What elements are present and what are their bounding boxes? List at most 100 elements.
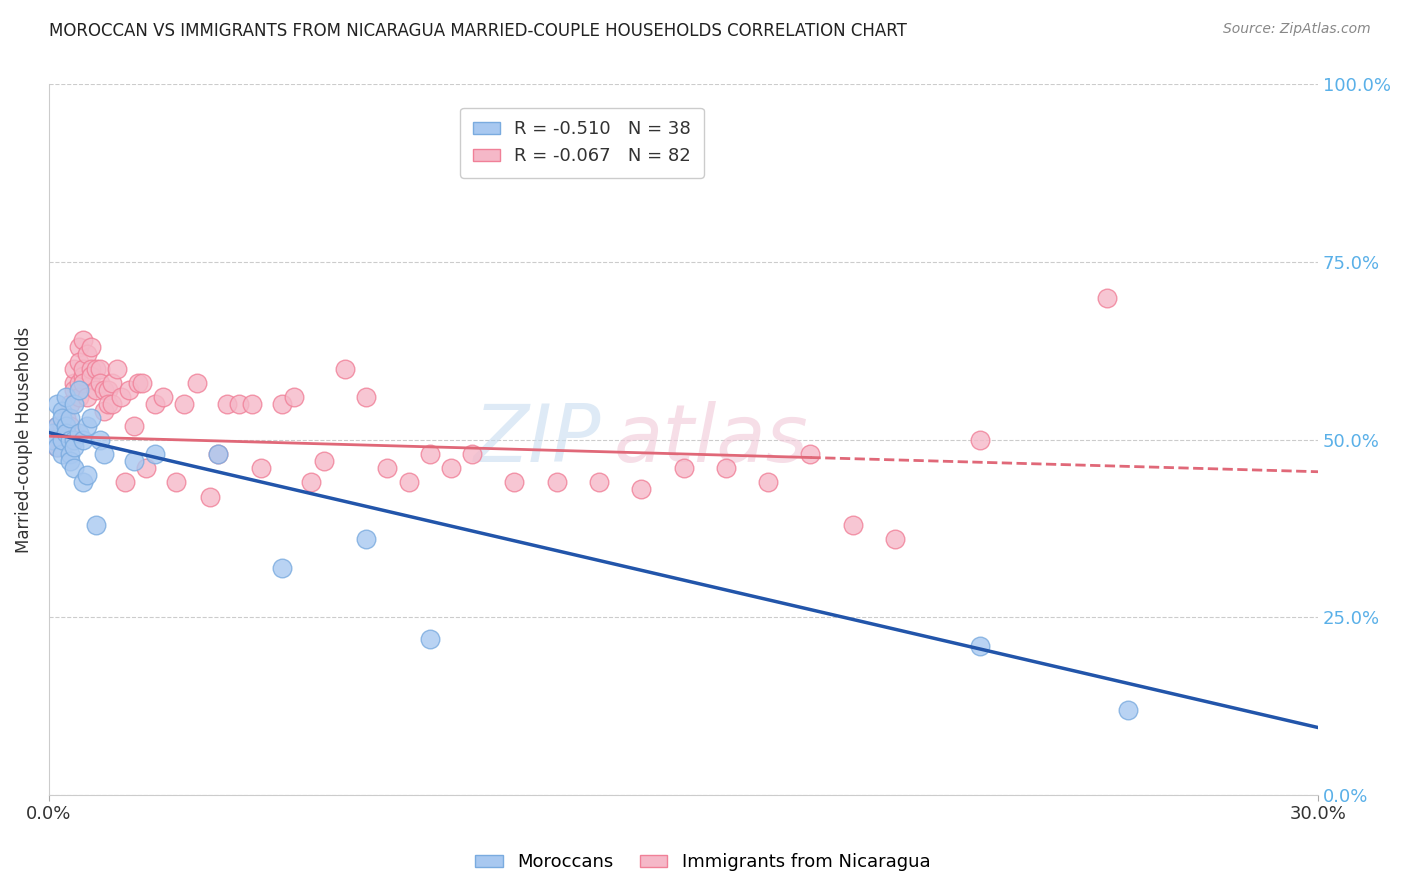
Point <box>198 490 221 504</box>
Point <box>59 433 82 447</box>
Point <box>67 383 90 397</box>
Text: atlas: atlas <box>614 401 808 479</box>
Point <box>63 461 86 475</box>
Point <box>207 447 229 461</box>
Point <box>799 447 821 461</box>
Point <box>89 361 111 376</box>
Point <box>46 418 69 433</box>
Point <box>46 397 69 411</box>
Point <box>59 433 82 447</box>
Point <box>101 376 124 390</box>
Point <box>51 411 73 425</box>
Point <box>72 475 94 490</box>
Point <box>80 340 103 354</box>
Point <box>59 447 82 461</box>
Point <box>122 418 145 433</box>
Point <box>356 533 378 547</box>
Point <box>118 383 141 397</box>
Point <box>93 383 115 397</box>
Point <box>63 397 86 411</box>
Text: ZIP: ZIP <box>474 401 600 479</box>
Point <box>63 361 86 376</box>
Point <box>59 411 82 425</box>
Point <box>105 361 128 376</box>
Point <box>55 425 77 440</box>
Point <box>127 376 149 390</box>
Point <box>135 461 157 475</box>
Point <box>72 376 94 390</box>
Point <box>76 390 98 404</box>
Point <box>67 425 90 440</box>
Text: Source: ZipAtlas.com: Source: ZipAtlas.com <box>1223 22 1371 37</box>
Point <box>55 390 77 404</box>
Point <box>51 404 73 418</box>
Point <box>97 397 120 411</box>
Point <box>51 440 73 454</box>
Point <box>84 518 107 533</box>
Point <box>419 447 441 461</box>
Point <box>55 425 77 440</box>
Point <box>80 411 103 425</box>
Point <box>122 454 145 468</box>
Text: MOROCCAN VS IMMIGRANTS FROM NICARAGUA MARRIED-COUPLE HOUSEHOLDS CORRELATION CHAR: MOROCCAN VS IMMIGRANTS FROM NICARAGUA MA… <box>49 22 907 40</box>
Legend: Moroccans, Immigrants from Nicaragua: Moroccans, Immigrants from Nicaragua <box>468 847 938 879</box>
Point <box>84 361 107 376</box>
Point <box>270 560 292 574</box>
Point <box>333 361 356 376</box>
Point <box>969 639 991 653</box>
Point <box>84 383 107 397</box>
Point <box>672 461 695 475</box>
Point <box>51 433 73 447</box>
Point <box>51 447 73 461</box>
Point <box>110 390 132 404</box>
Point <box>76 418 98 433</box>
Point <box>76 468 98 483</box>
Point <box>59 418 82 433</box>
Point <box>46 440 69 454</box>
Point <box>756 475 779 490</box>
Point <box>63 383 86 397</box>
Point <box>59 397 82 411</box>
Point <box>42 425 65 440</box>
Point <box>356 390 378 404</box>
Point <box>186 376 208 390</box>
Point <box>249 461 271 475</box>
Point <box>63 376 86 390</box>
Point <box>969 433 991 447</box>
Point <box>76 347 98 361</box>
Point <box>165 475 187 490</box>
Point <box>67 390 90 404</box>
Point <box>207 447 229 461</box>
Point <box>714 461 737 475</box>
Point <box>1116 703 1139 717</box>
Point <box>59 454 82 468</box>
Point <box>114 475 136 490</box>
Point <box>72 368 94 383</box>
Point <box>93 447 115 461</box>
Point <box>51 433 73 447</box>
Point <box>588 475 610 490</box>
Point <box>270 397 292 411</box>
Point <box>67 340 90 354</box>
Point <box>215 397 238 411</box>
Point <box>63 433 86 447</box>
Point <box>67 354 90 368</box>
Y-axis label: Married-couple Households: Married-couple Households <box>15 326 32 553</box>
Point <box>55 418 77 433</box>
Point <box>240 397 263 411</box>
Point <box>42 433 65 447</box>
Point <box>80 368 103 383</box>
Point <box>93 404 115 418</box>
Point <box>299 475 322 490</box>
Point <box>312 454 335 468</box>
Point <box>42 425 65 440</box>
Point <box>97 383 120 397</box>
Point <box>46 418 69 433</box>
Point <box>842 518 865 533</box>
Point <box>630 483 652 497</box>
Point <box>173 397 195 411</box>
Point <box>461 447 484 461</box>
Point <box>143 447 166 461</box>
Legend: R = -0.510   N = 38, R = -0.067   N = 82: R = -0.510 N = 38, R = -0.067 N = 82 <box>460 108 704 178</box>
Point <box>72 361 94 376</box>
